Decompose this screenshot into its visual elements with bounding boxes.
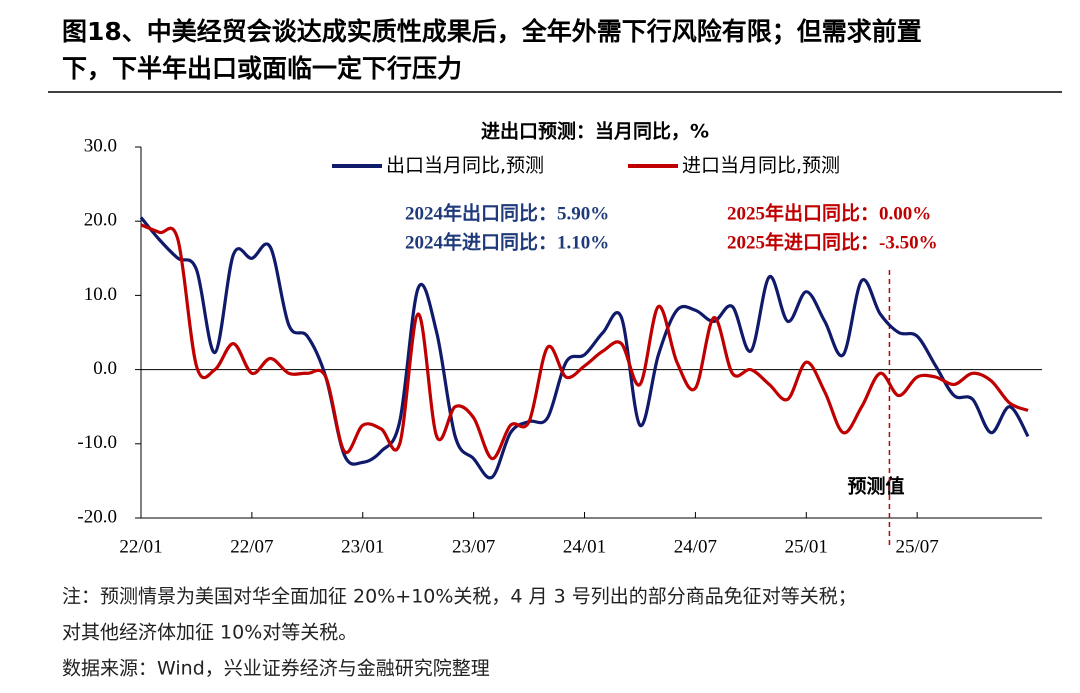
x-tick-label: 25/01 (785, 536, 828, 557)
annotation: 2024年出口同比：5.90% (405, 201, 609, 224)
x-tick-label: 22/07 (230, 536, 273, 557)
annotation: 2025年进口同比：-3.50% (727, 230, 938, 253)
y-tick-label: 0.0 (93, 358, 117, 379)
annotation: 预测值 (847, 475, 904, 498)
x-tick-label: 22/01 (119, 536, 162, 557)
page-title: 下，下半年出口或面临一定下行压力 (62, 54, 462, 83)
source: 数据来源：Wind，兴业证券经济与金融研究院整理 (62, 658, 490, 680)
y-tick-label: -10.0 (77, 432, 117, 453)
x-tick-label: 23/01 (341, 536, 384, 557)
annotation: 2024年进口同比：1.10% (405, 230, 609, 253)
chart-title: 进出口预测：当月同比，% (481, 120, 709, 143)
x-tick-label: 24/01 (563, 536, 606, 557)
series-line (139, 216, 1030, 480)
y-tick-label: 20.0 (84, 210, 117, 231)
x-tick-label: 25/07 (896, 536, 939, 557)
legend-label: 进口当月同比,预测 (682, 155, 840, 177)
y-tick-label: 10.0 (84, 284, 117, 305)
page-title: 图18、中美经贸会谈达成实质性成果后，全年外需下行风险有限；但需求前置 (62, 17, 922, 46)
annotation: 2025年出口同比：0.00% (727, 201, 931, 224)
legend-label: 出口当月同比,预测 (386, 155, 544, 177)
x-tick-label: 23/07 (452, 536, 495, 557)
series-line (140, 223, 1029, 461)
x-tick-label: 24/07 (674, 536, 717, 557)
y-tick-label: -20.0 (77, 506, 117, 527)
y-tick-label: 30.0 (84, 135, 117, 156)
note: 注：预测情景为美国对华全面加征 20%+10%关税，4 月 3 号列出的部分商品… (62, 586, 857, 608)
note: 对其他经济体加征 10%对等关税。 (62, 622, 357, 644)
